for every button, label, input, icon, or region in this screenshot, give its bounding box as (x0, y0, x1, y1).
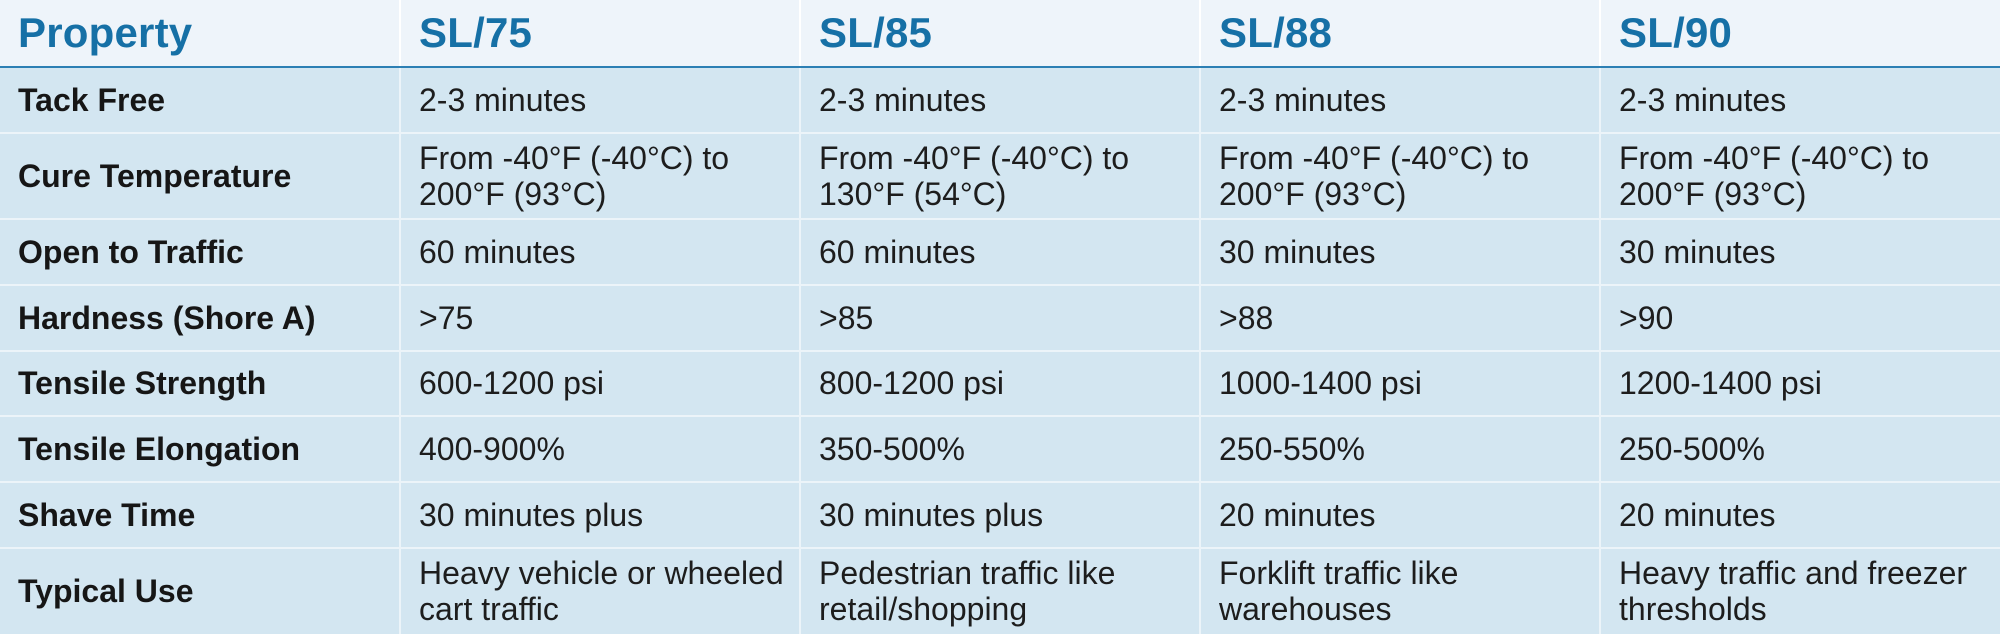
table-cell: From -40°F (-40°C) to 200°F (93°C) (1200, 132, 1601, 220)
table-cell: 20 minutes (1600, 482, 2000, 549)
table-cell: 2-3 minutes (1600, 67, 2000, 134)
table-cell: Pedestrian traffic like retail/shopping (800, 547, 1201, 634)
table-cell: 250-500% (1600, 416, 2000, 484)
table-cell: 2-3 minutes (400, 67, 801, 134)
table-cell: Heavy vehicle or wheeled cart traffic (400, 547, 801, 634)
table-cell: >90 (1600, 284, 2000, 352)
table-cell: 30 minutes (1600, 218, 2000, 286)
table-cell: 1000-1400 psi (1200, 350, 1601, 418)
row-label-tensile-elongation: Tensile Elongation (0, 416, 401, 484)
table-row: Hardness (Shore A) >75 >85 >88 >90 (0, 284, 2000, 352)
table-cell: 2-3 minutes (1200, 67, 1601, 134)
table-row: Open to Traffic 60 minutes 60 minutes 30… (0, 218, 2000, 286)
row-label-hardness: Hardness (Shore A) (0, 284, 401, 352)
table-cell: 600-1200 psi (400, 350, 801, 418)
header-sl85: SL/85 (800, 0, 1201, 68)
table-cell: From -40°F (-40°C) to 200°F (93°C) (1600, 132, 2000, 220)
table-row: Tensile Strength 600-1200 psi 800-1200 p… (0, 350, 2000, 418)
header-sl75: SL/75 (400, 0, 801, 68)
table-cell: From -40°F (-40°C) to 130°F (54°C) (800, 132, 1201, 220)
row-label-cure-temperature: Cure Temperature (0, 132, 401, 220)
table-cell: 60 minutes (400, 218, 801, 286)
row-label-shave-time: Shave Time (0, 482, 401, 549)
row-label-tack-free: Tack Free (0, 67, 401, 134)
table-cell: 400-900% (400, 416, 801, 484)
table-row: Shave Time 30 minutes plus 30 minutes pl… (0, 482, 2000, 549)
header-sl90: SL/90 (1600, 0, 2000, 68)
table-cell: Heavy traffic and freezer thresholds (1600, 547, 2000, 634)
row-label-typical-use: Typical Use (0, 547, 401, 634)
table-cell: 30 minutes (1200, 218, 1601, 286)
table-header-row: Property SL/75 SL/85 SL/88 SL/90 (0, 0, 2000, 68)
table-cell: 30 minutes plus (800, 482, 1201, 549)
table-cell: 250-550% (1200, 416, 1601, 484)
table-cell: 20 minutes (1200, 482, 1601, 549)
table-cell: 800-1200 psi (800, 350, 1201, 418)
table-row: Cure Temperature From -40°F (-40°C) to 2… (0, 132, 2000, 220)
table-row: Tack Free 2-3 minutes 2-3 minutes 2-3 mi… (0, 67, 2000, 134)
table-cell: From -40°F (-40°C) to 200°F (93°C) (400, 132, 801, 220)
table-cell: 60 minutes (800, 218, 1201, 286)
table-cell: >85 (800, 284, 1201, 352)
header-property: Property (0, 0, 401, 68)
table-cell: >75 (400, 284, 801, 352)
table-cell: >88 (1200, 284, 1601, 352)
row-label-open-to-traffic: Open to Traffic (0, 218, 401, 286)
table-cell: 30 minutes plus (400, 482, 801, 549)
table-cell: 350-500% (800, 416, 1201, 484)
header-sl88: SL/88 (1200, 0, 1601, 68)
row-label-tensile-strength: Tensile Strength (0, 350, 401, 418)
table-cell: 1200-1400 psi (1600, 350, 2000, 418)
table-row: Typical Use Heavy vehicle or wheeled car… (0, 547, 2000, 634)
table-cell: Forklift traffic like warehouses (1200, 547, 1601, 634)
table-cell: 2-3 minutes (800, 67, 1201, 134)
table-row: Tensile Elongation 400-900% 350-500% 250… (0, 416, 2000, 484)
